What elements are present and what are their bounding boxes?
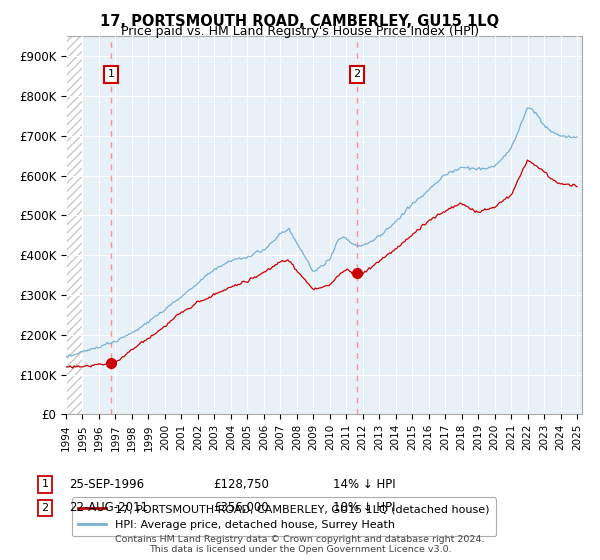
Text: 14% ↓ HPI: 14% ↓ HPI [333,478,395,491]
Text: 1: 1 [41,479,49,489]
Text: £128,750: £128,750 [213,478,269,491]
Text: Contains HM Land Registry data © Crown copyright and database right 2024.
This d: Contains HM Land Registry data © Crown c… [115,535,485,554]
Text: Price paid vs. HM Land Registry's House Price Index (HPI): Price paid vs. HM Land Registry's House … [121,25,479,38]
Text: 18% ↓ HPI: 18% ↓ HPI [333,501,395,515]
Text: 22-AUG-2011: 22-AUG-2011 [69,501,148,515]
Text: £356,000: £356,000 [213,501,269,515]
Text: 1: 1 [107,69,115,79]
Legend: 17, PORTSMOUTH ROAD, CAMBERLEY, GU15 1LQ (detached house), HPI: Average price, d: 17, PORTSMOUTH ROAD, CAMBERLEY, GU15 1LQ… [71,497,496,536]
Text: 2: 2 [41,503,49,513]
Text: 17, PORTSMOUTH ROAD, CAMBERLEY, GU15 1LQ: 17, PORTSMOUTH ROAD, CAMBERLEY, GU15 1LQ [100,14,500,29]
Text: 25-SEP-1996: 25-SEP-1996 [69,478,144,491]
Text: 2: 2 [353,69,361,79]
